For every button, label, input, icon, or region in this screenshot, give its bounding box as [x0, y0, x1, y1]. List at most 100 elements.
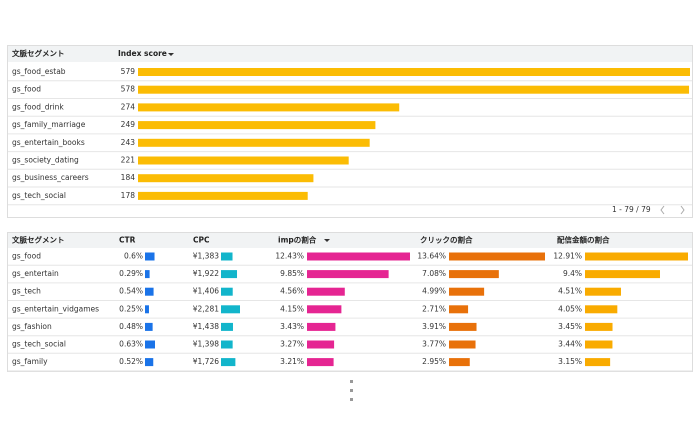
- score-bar: [138, 103, 400, 112]
- cell-bar: [449, 340, 476, 349]
- cell-bar: [585, 322, 613, 331]
- cell-label: 0.29%: [119, 269, 143, 278]
- cell-label: 0.63%: [119, 340, 143, 349]
- cell-label: 4.99%: [422, 287, 446, 296]
- cell-label: ¥1,726: [193, 357, 219, 366]
- score-bar: [138, 85, 690, 94]
- cell-bar: [449, 287, 485, 296]
- cell-bar: [449, 270, 499, 279]
- table1-header-bg: [8, 46, 692, 62]
- cell-bar: [145, 252, 155, 261]
- cell-label: 3.43%: [280, 322, 304, 331]
- column-header: 文脈セグメント: [12, 235, 65, 245]
- cell-label: 3.21%: [280, 357, 304, 366]
- score-bar: [138, 121, 376, 130]
- segment-label: gs_tech_social: [12, 191, 66, 200]
- score-label: 221: [121, 156, 136, 165]
- cell-bar: [145, 305, 149, 314]
- cell-label: 12.91%: [553, 252, 582, 261]
- column-header: CPC: [193, 236, 210, 245]
- score-label: 579: [121, 67, 136, 76]
- cell-label: 0.48%: [119, 322, 143, 331]
- cell-bar: [307, 358, 334, 367]
- cell-bar: [585, 305, 618, 314]
- sort-icon: [168, 53, 174, 56]
- prev-page[interactable]: [660, 205, 665, 215]
- segment-label: gs_entertain_vidgames: [12, 304, 99, 313]
- segment-label: gs_society_dating: [12, 156, 79, 165]
- cell-bar: [449, 358, 470, 367]
- cell-bar: [307, 252, 410, 261]
- cell-bar: [145, 270, 150, 279]
- score-bar: [138, 191, 308, 200]
- cell-bar: [145, 358, 154, 367]
- score-label: 274: [121, 102, 136, 111]
- segment-label: gs_tech: [12, 287, 41, 296]
- next-page[interactable]: [680, 205, 685, 215]
- score-label: 249: [121, 120, 136, 129]
- drag-handle[interactable]: [350, 380, 353, 383]
- cell-label: 3.91%: [422, 322, 446, 331]
- cell-bar: [221, 252, 233, 261]
- cell-label: 3.77%: [422, 340, 446, 349]
- score-bar: [138, 68, 690, 76]
- segment-label: gs_business_careers: [12, 173, 89, 182]
- cell-bar: [307, 305, 342, 314]
- segment-label: gs_entertain_books: [12, 138, 85, 147]
- segment-label: gs_food_estab: [12, 67, 66, 76]
- column-header[interactable]: Index score: [118, 49, 167, 58]
- cell-label: 3.45%: [558, 322, 582, 331]
- cell-label: ¥1,383: [193, 252, 219, 261]
- cell-label: 4.51%: [558, 287, 582, 296]
- drag-handle[interactable]: [350, 389, 353, 392]
- cell-label: 0.54%: [119, 287, 143, 296]
- cell-bar: [585, 287, 621, 296]
- segment-label: gs_family: [12, 357, 48, 366]
- cell-bar: [145, 322, 153, 331]
- cell-bar: [221, 322, 233, 331]
- cell-bar: [585, 270, 660, 279]
- column-header: CTR: [119, 236, 136, 245]
- segment-label: gs_family_marriage: [12, 120, 86, 129]
- cell-label: 0.52%: [119, 357, 143, 366]
- cell-bar: [449, 322, 477, 331]
- cell-label: 4.15%: [280, 304, 304, 313]
- score-bar: [138, 174, 314, 183]
- cell-label: 3.44%: [558, 340, 582, 349]
- cell-bar: [585, 252, 688, 261]
- cell-bar: [145, 287, 154, 296]
- cell-bar: [145, 340, 155, 349]
- cell-label: 12.43%: [275, 252, 304, 261]
- score-label: 184: [121, 173, 136, 182]
- segment-label: gs_food: [12, 85, 41, 94]
- segment-label: gs_fashion: [12, 322, 52, 331]
- cell-label: ¥1,398: [193, 340, 219, 349]
- cell-label: 9.85%: [280, 269, 304, 278]
- cell-bar: [221, 340, 233, 349]
- cell-label: 3.15%: [558, 357, 582, 366]
- pagination: 1 - 79 / 79: [612, 205, 651, 214]
- cell-bar: [585, 340, 613, 349]
- score-bar: [138, 156, 349, 165]
- cell-bar: [307, 340, 335, 349]
- cell-label: ¥1,406: [193, 287, 219, 296]
- column-header: クリックの割合: [420, 235, 473, 245]
- cell-label: 3.27%: [280, 340, 304, 349]
- segment-label: gs_tech_social: [12, 340, 66, 349]
- cell-label: 4.56%: [280, 287, 304, 296]
- segment-label: gs_food: [12, 252, 41, 261]
- cell-label: 0.25%: [119, 304, 143, 313]
- cell-bar: [585, 358, 611, 367]
- cell-bar: [221, 270, 238, 279]
- score-label: 178: [121, 191, 136, 200]
- cell-bar: [221, 287, 233, 296]
- cell-bar: [449, 252, 545, 261]
- cell-bar: [221, 305, 240, 314]
- cell-label: ¥1,922: [193, 269, 219, 278]
- drag-handle[interactable]: [350, 398, 353, 401]
- cell-label: 2.95%: [422, 357, 446, 366]
- column-header: 文脈セグメント: [12, 48, 65, 58]
- cell-bar: [307, 287, 345, 296]
- cell-bar: [449, 305, 469, 314]
